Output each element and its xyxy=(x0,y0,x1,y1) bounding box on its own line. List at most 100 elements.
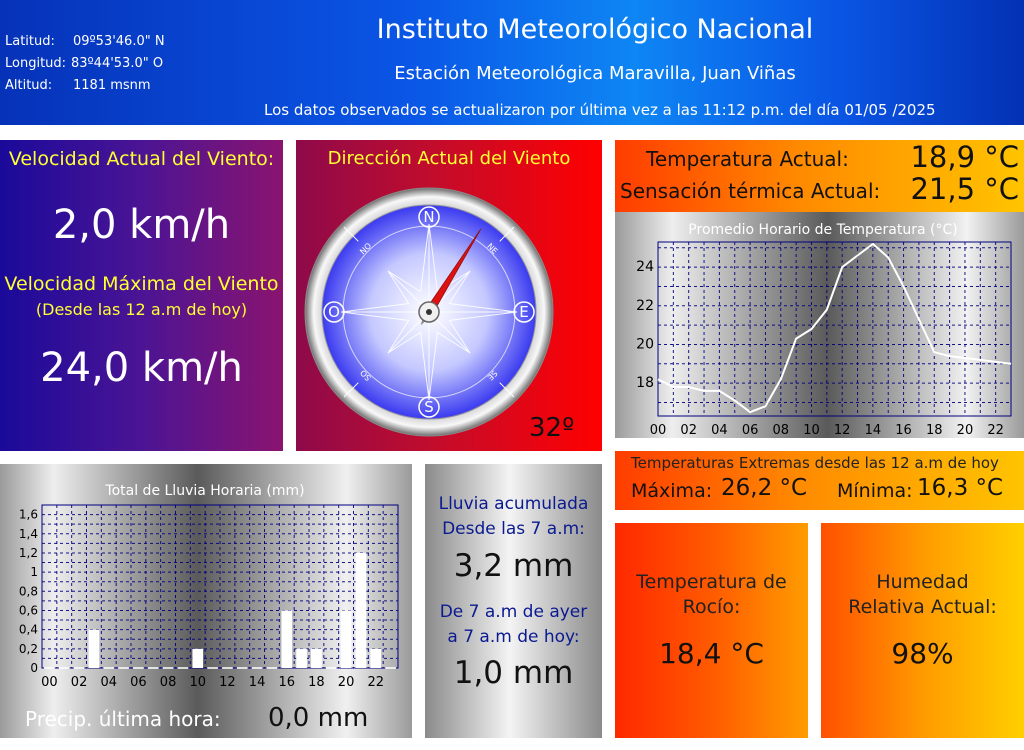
chart-x-tick-label: 16 xyxy=(278,675,295,690)
chart-grid xyxy=(41,504,399,669)
chart-y-tick-label: 0,8 xyxy=(19,584,38,598)
longitude-value: 83º44'53.0" O xyxy=(71,56,164,71)
wind-current-label: Velocidad Actual del Viento: xyxy=(8,148,275,170)
rain-bar xyxy=(281,610,293,668)
latitude-value: 09º53'46.0" N xyxy=(73,34,165,49)
longitude-row: Longitud: 83º44'53.0" O xyxy=(5,56,163,71)
compass-cardinal-label: E xyxy=(519,303,528,321)
chart-x-tick-label: 12 xyxy=(219,675,236,690)
dew-point-panel: Temperatura de Rocío: 18,4 °C xyxy=(615,523,808,738)
compass-tick xyxy=(499,226,515,242)
rain-bar xyxy=(192,648,204,668)
chart-x-tick-label: 06 xyxy=(130,675,147,690)
chart-y-tick-label: 20 xyxy=(636,336,654,352)
chart-y-tick-label: 0,4 xyxy=(19,623,38,637)
extremes-title: Temperaturas Extremas desde las 12 a.m d… xyxy=(631,454,999,472)
feels-like-value: 21,5 °C xyxy=(910,172,1019,206)
compass-cardinal-label: S xyxy=(424,398,434,416)
chart-x-tick-label: 16 xyxy=(895,423,912,438)
dew-point-label: Temperatura de xyxy=(636,571,787,593)
compass-marker-ring xyxy=(513,301,535,323)
compass-cardinal-label: O xyxy=(328,303,340,321)
rain-bar xyxy=(370,648,382,668)
chart-x-tick-label: 14 xyxy=(249,675,266,690)
max-temperature-label: Máxima: xyxy=(631,480,713,502)
rainfall-chart-panel: Total de Lluvia Horaria (mm) 0 0,2 0,4 0,6 0… xyxy=(0,464,412,738)
compass-cardinal-label: N xyxy=(423,208,434,226)
chart-x-tick-label: 02 xyxy=(71,675,88,690)
max-temperature-value: 26,2 °C xyxy=(721,475,808,501)
chart-y-tick-label: 1 xyxy=(30,565,38,579)
chart-y-tick-label: 1,2 xyxy=(19,546,38,560)
chart-x-tick-label: 08 xyxy=(773,423,790,438)
chart-y-tick-label: 22 xyxy=(636,298,654,314)
previous-day-rain-label: De 7 a.m de ayer xyxy=(439,602,588,622)
wind-current-value: 2,0 km/h xyxy=(52,202,231,248)
page-title: Instituto Meteorológico Nacional xyxy=(376,14,814,45)
altitude-label: Altitud: xyxy=(5,78,53,93)
chart-x-tick-label: 04 xyxy=(100,675,117,690)
last-update-text: Los datos observados se actualizaron por… xyxy=(264,101,936,119)
wind-speed-panel: Velocidad Actual del Viento: 2,0 km/h Ve… xyxy=(0,140,283,451)
min-temperature-value: 16,3 °C xyxy=(917,475,1004,501)
chart-y-tick-label: 0 xyxy=(30,661,38,675)
humidity-sublabel: Relativa Actual: xyxy=(848,596,997,618)
chart-x-tick-label: 14 xyxy=(865,423,882,438)
compass-marker-ring xyxy=(323,301,345,323)
temperature-extremes-panel: Temperaturas Extremas desde las 12 a.m d… xyxy=(615,451,1024,510)
humidity-label: Humedad xyxy=(876,571,969,593)
wind-max-value: 24,0 km/h xyxy=(40,345,243,391)
chart-y-tick-label: 18 xyxy=(636,375,654,391)
rain-bar xyxy=(88,629,100,668)
min-temperature-label: Mínima: xyxy=(837,480,913,502)
rainfall-chart-title: Total de Lluvia Horaria (mm) xyxy=(104,483,304,499)
rain-bar xyxy=(296,648,307,668)
feels-like-label: Sensación térmica Actual: xyxy=(620,179,881,203)
temperature-line xyxy=(657,242,1012,414)
previous-day-rain-value: 1,0 mm xyxy=(453,655,574,691)
chart-x-tick-label: 00 xyxy=(41,675,58,690)
chart-x-tick-label: 02 xyxy=(680,423,697,438)
humidity-panel: Humedad Relativa Actual: 98% xyxy=(821,523,1024,738)
humidity-value: 98% xyxy=(891,637,954,670)
last-hour-precip-value: 0,0 mm xyxy=(268,703,369,733)
dew-point-sublabel: Rocío: xyxy=(682,596,741,618)
chart-x-tick-label: 20 xyxy=(957,423,974,438)
accumulated-rain-label: Lluvia acumulada xyxy=(438,494,589,514)
compass-tick xyxy=(499,382,515,398)
chart-x-tick-label: 10 xyxy=(803,423,820,438)
rain-bar xyxy=(355,552,367,668)
chart-x-tick-label: 06 xyxy=(742,423,759,438)
latitude-row: Latitud: 09º53'46.0" N xyxy=(5,34,165,49)
rain-bar xyxy=(340,610,352,668)
accumulated-rain-value: 3,2 mm xyxy=(453,548,574,584)
compass-marker-ring xyxy=(418,206,440,228)
compass-marker-ring xyxy=(418,396,440,418)
temperature-chart-panel: Promedio Horario de Temperatura (°C) 18 2… xyxy=(615,212,1024,438)
chart-x-tick-label: 08 xyxy=(160,675,177,690)
current-temperature-label: Temperatura Actual: xyxy=(646,147,849,171)
dew-point-value: 18,4 °C xyxy=(659,637,764,670)
altitude-value: 1181 msnm xyxy=(73,78,151,93)
chart-y-tick-label: 1,4 xyxy=(19,527,38,541)
compass-tick xyxy=(343,226,359,242)
chart-frame xyxy=(41,504,399,669)
rainfall-chart: Total de Lluvia Horaria (mm) 0 0,2 0,4 0,6 0… xyxy=(19,483,399,690)
chart-x-tick-label: 22 xyxy=(987,423,1004,438)
chart-y-tick-label: 0,2 xyxy=(19,642,38,656)
longitude-label: Longitud: xyxy=(5,56,67,71)
chart-x-tick-label: 04 xyxy=(711,423,728,438)
wind-direction-panel: Dirección Actual del Viento N E S O NE SE SO NO… xyxy=(296,140,602,451)
wind-max-label: Velocidad Máxima del Viento xyxy=(4,273,279,295)
chart-y-tick-label: 1,6 xyxy=(19,508,38,522)
chart-frame xyxy=(657,241,1012,417)
current-temperature-value: 18,9 °C xyxy=(910,140,1019,174)
wind-direction-degrees: 32º xyxy=(529,413,575,443)
chart-x-tick-label: 20 xyxy=(338,675,355,690)
accumulated-rain-sublabel: Desde las 7 a.m: xyxy=(442,519,585,539)
chart-y-tick-label: 24 xyxy=(636,259,654,275)
latitude-label: Latitud: xyxy=(5,34,55,49)
wind-max-sublabel: (Desde las 12 a.m de hoy) xyxy=(35,300,248,319)
station-name: Estación Meteorológica Maravilla, Juan V… xyxy=(394,63,796,84)
